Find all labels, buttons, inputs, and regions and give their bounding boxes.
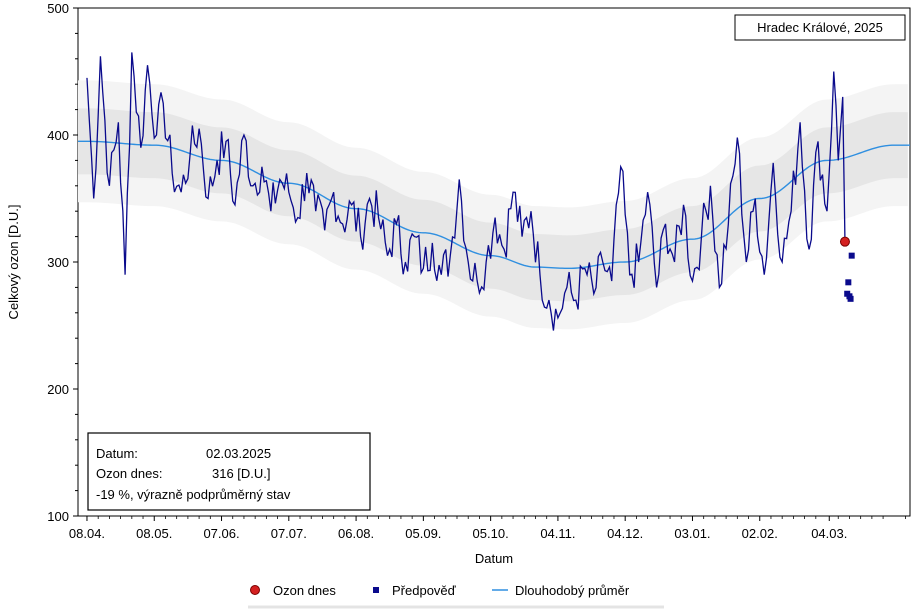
legend-mean-label: Dlouhodobý průměr: [515, 583, 630, 598]
y-axis-title: Celkový ozon [D.U.]: [6, 205, 21, 320]
legend: Ozon dnes Předpověď Dlouhodobý průměr: [248, 583, 664, 609]
legend-forecast-label: Předpověď: [392, 583, 457, 598]
x-tick-label: 05.09.: [405, 526, 441, 541]
x-tick-label: 08.05.: [136, 526, 172, 541]
forecast-point: [848, 252, 855, 259]
info-date-value: 02.03.2025: [206, 446, 271, 461]
info-date-label: Datum:: [96, 446, 138, 461]
y-tick-label: 100: [47, 509, 69, 524]
y-tick-label: 500: [47, 1, 69, 16]
y-tick-label: 400: [47, 128, 69, 143]
x-tick-label: 06.08.: [338, 526, 374, 541]
chart-title: Hradec Králové, 2025: [757, 20, 883, 35]
info-box: [87, 432, 371, 511]
x-tick-label: 07.06.: [203, 526, 239, 541]
x-tick-label: 04.11.: [540, 526, 575, 541]
legend-today-marker: [250, 585, 260, 595]
x-axis-title: Datum: [475, 551, 513, 566]
y-axis: 100 200 300 400 500: [47, 1, 78, 524]
today-point: [839, 236, 850, 247]
series-line-daily: [86, 52, 846, 331]
info-status: -19 %, výrazně podprůměrný stav: [96, 487, 291, 502]
x-tick-label: 05.10.: [473, 526, 509, 541]
forecast-point: [845, 279, 852, 286]
title-box: [734, 14, 906, 41]
legend-today-label: Ozon dnes: [273, 583, 336, 598]
info-ozone-value: 316 [D.U.]: [212, 466, 271, 481]
y-tick-label: 300: [47, 255, 69, 270]
x-axis: 08.04. 08.05. 07.06. 07.07. 06.08. 05.09. 05.1…: [69, 516, 906, 541]
x-tick-label: 08.04.: [69, 526, 105, 541]
x-tick-label: 04.03.: [811, 526, 847, 541]
legend-forecast-marker: [373, 587, 379, 593]
x-tick-label: 03.01.: [674, 526, 710, 541]
series-line-mean: [78, 140, 910, 270]
info-ozone-label: Ozon dnes:: [96, 466, 163, 481]
forecast-point: [847, 295, 854, 302]
x-tick-label: 02.02.: [742, 526, 778, 541]
x-tick-label: 04.12.: [607, 526, 643, 541]
x-tick-label: 07.07.: [271, 526, 307, 541]
y-tick-label: 200: [47, 382, 69, 397]
